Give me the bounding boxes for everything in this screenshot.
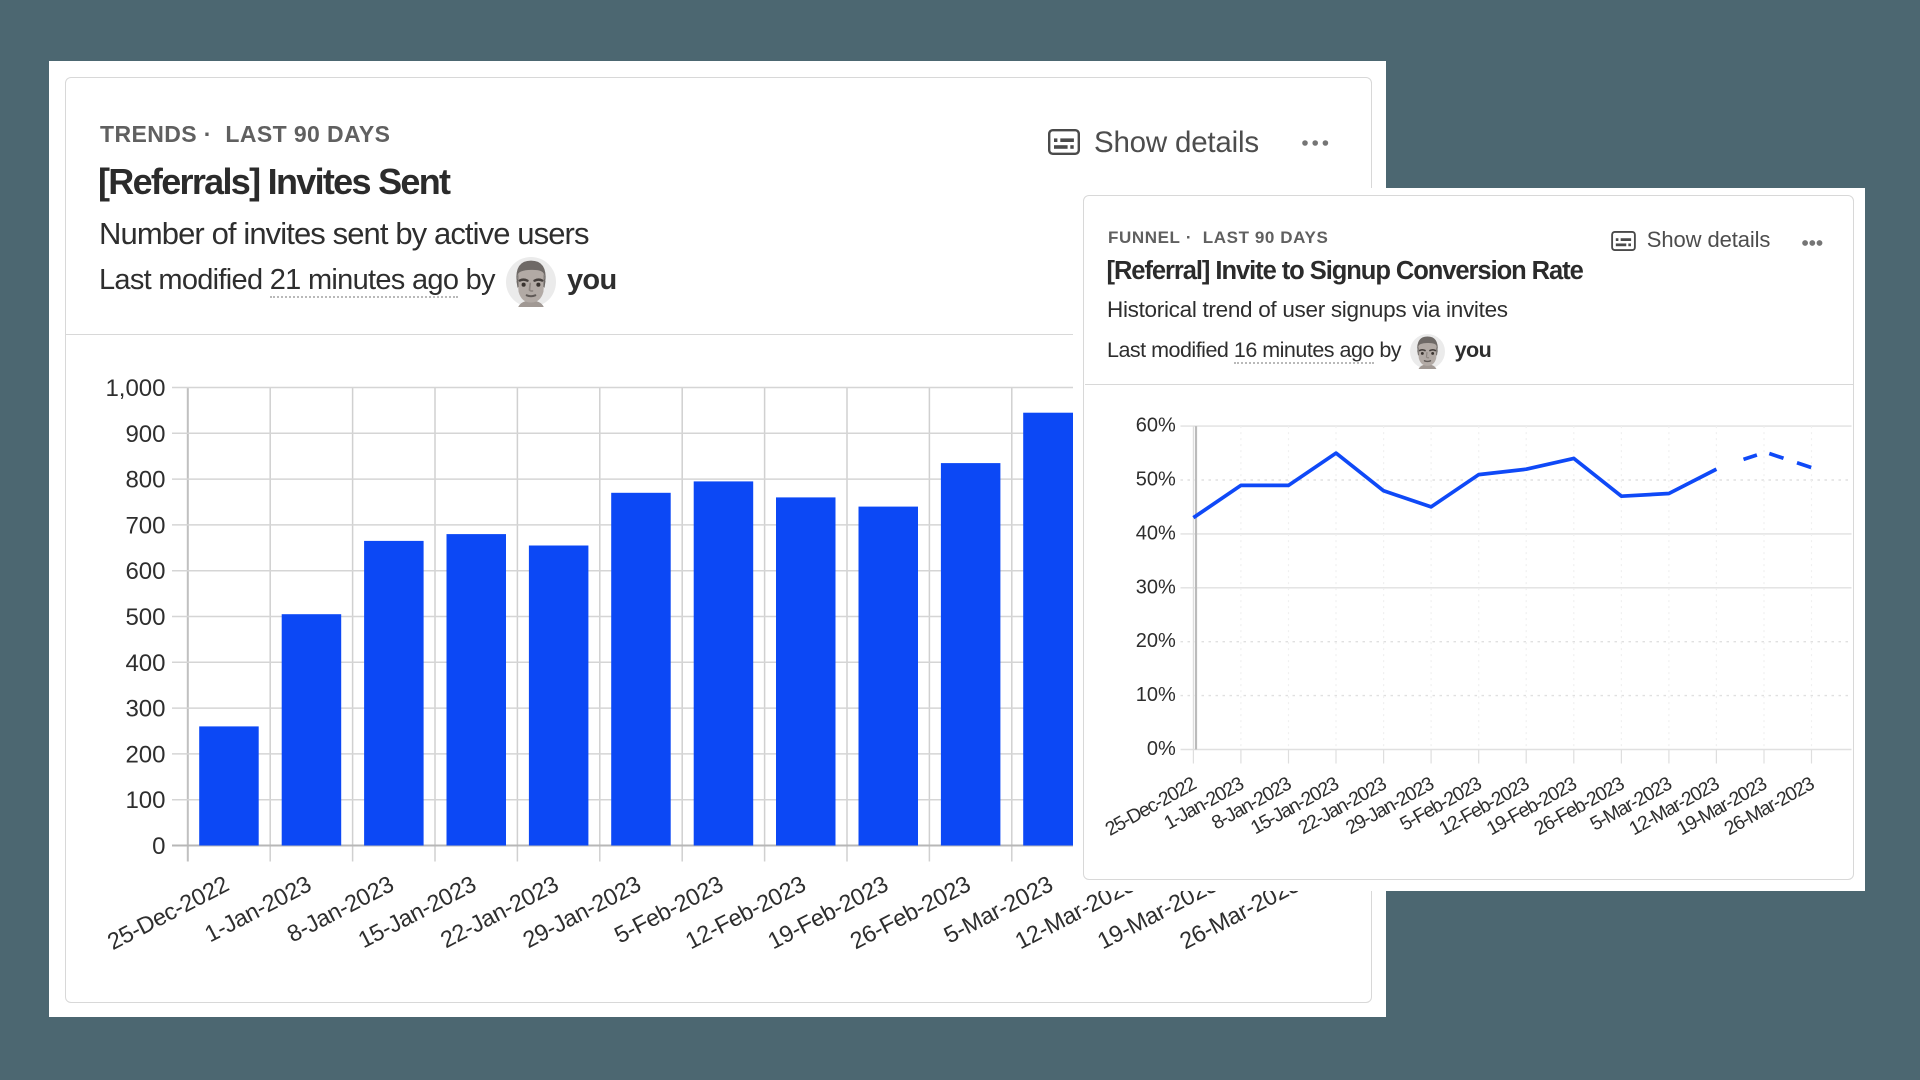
svg-text:300: 300: [125, 696, 165, 723]
svg-text:30%: 30%: [1135, 576, 1175, 598]
svg-text:0%: 0%: [1146, 738, 1175, 760]
svg-text:600: 600: [125, 558, 165, 585]
svg-text:100: 100: [125, 787, 165, 814]
svg-text:800: 800: [125, 467, 165, 494]
svg-text:0: 0: [152, 833, 165, 860]
svg-text:10%: 10%: [1135, 684, 1175, 706]
svg-text:700: 700: [125, 512, 165, 539]
svg-text:50%: 50%: [1135, 468, 1175, 490]
svg-text:20%: 20%: [1135, 630, 1175, 652]
svg-text:1,000: 1,000: [105, 375, 165, 402]
svg-text:60%: 60%: [1135, 414, 1175, 436]
svg-text:900: 900: [125, 421, 165, 448]
svg-text:400: 400: [125, 650, 165, 677]
svg-text:500: 500: [125, 604, 165, 631]
svg-text:40%: 40%: [1135, 522, 1175, 544]
svg-text:200: 200: [125, 741, 165, 768]
